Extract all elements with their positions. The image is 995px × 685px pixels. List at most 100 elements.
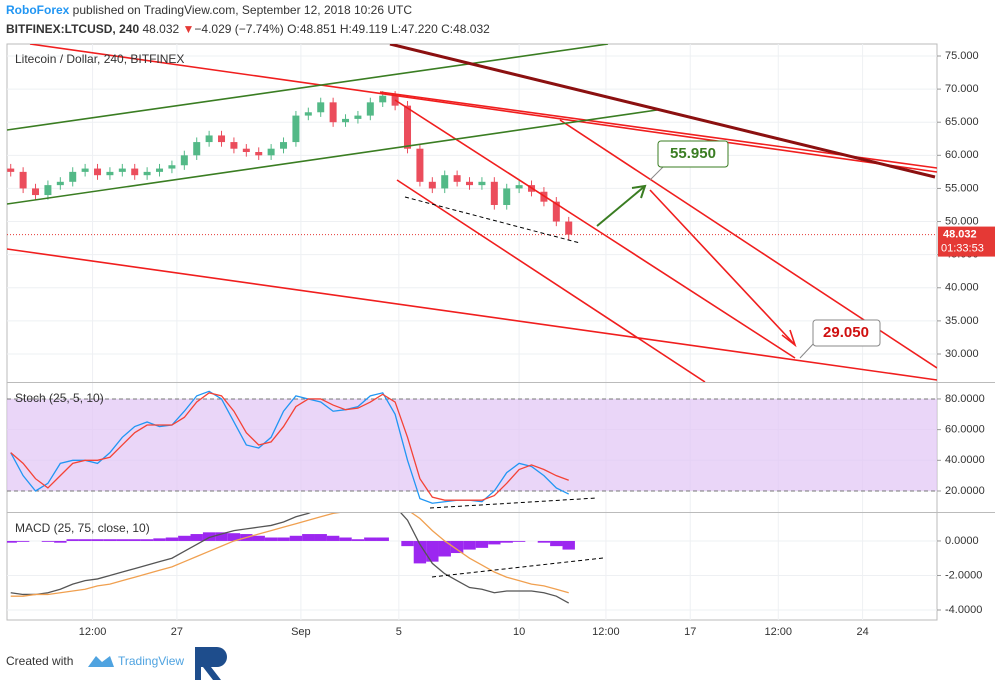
candle-body [565,221,573,235]
histogram-bar [264,537,278,541]
candle-body [193,142,201,156]
histogram-bar [91,539,104,541]
open: O:48.851 [287,22,337,36]
close: C:48.032 [441,22,490,36]
candle-body [466,181,474,186]
y-tick-label: 35.000 [945,315,979,327]
high: H:49.119 [340,22,388,36]
candle-body [7,168,15,172]
y-tick-label: 80.0000 [945,393,985,405]
x-tick-label: 12:00 [592,626,620,638]
histogram-bar [215,532,228,541]
published: published on TradingView.com, September … [69,3,412,17]
series-line [10,513,570,604]
x-tick-label: 12:00 [765,626,793,638]
histogram-bar [339,537,352,541]
candle-body [106,171,114,176]
macd-trend [431,557,604,578]
candle-body [218,135,226,143]
footer-brand: TradingView [118,654,184,668]
y-tick-label: 65.000 [945,116,979,128]
candle-body [230,142,238,149]
candle-body [32,188,40,196]
candle-body [342,118,350,123]
x-tick-label: 10 [513,626,525,638]
histogram-bar [376,537,389,541]
series-line [10,513,569,597]
histogram-bar [178,535,191,541]
histogram-bar [103,539,117,541]
histogram-bar [500,540,513,543]
countdown: 01:33:53 [941,242,984,254]
series-line [10,392,569,501]
candle-body [366,102,374,116]
candle-body [131,168,139,176]
annotation-box [812,319,881,347]
tv-logo [88,656,114,667]
y-tick-label: 60.0000 [945,424,985,436]
symbol-line: BITFINEX:LTCUSD, 240 48.032 ▼−4.029 (−7.… [6,22,490,36]
y-tick-label: 75.000 [945,50,979,62]
candle-body [44,185,52,196]
candle-body [19,171,27,189]
candle-body [552,201,560,222]
price: 48.032 [142,22,179,36]
histogram-bar [314,534,327,541]
candle-body [255,152,263,156]
candle-body [205,135,213,143]
low: L:47.220 [391,22,438,36]
x-tick-label: 17 [684,626,696,638]
histogram-bar [252,535,265,541]
candle-body [416,148,424,182]
x-tick-label: 27 [171,626,183,638]
x-tick-label: 12:00 [79,626,107,638]
x-tick-label: 24 [856,626,868,638]
candle-body [280,142,288,149]
histogram-bar [512,540,526,542]
candle-body [478,181,486,186]
y-tick-label: 40.0000 [945,454,985,466]
histogram-bar [364,537,377,541]
histogram-bar [54,540,67,543]
histogram-bar [450,540,464,554]
header-line: RoboForex published on TradingView.com, … [6,3,412,17]
histogram-bar [78,539,92,541]
band [7,398,937,491]
y-tick-label: 30.000 [945,348,979,360]
candle-body [329,102,337,123]
y-tick-label: 60.000 [945,149,979,161]
candle-body [242,148,250,153]
macd [7,513,575,604]
author: RoboForex [6,3,70,17]
series-line [10,390,570,504]
annotation: 55.950 [670,145,716,162]
histogram-bar [550,540,563,547]
histogram-bar [277,537,290,541]
histogram-bar [7,540,17,543]
candle-body [267,148,275,156]
histogram-bar [302,534,315,541]
histogram-bar [16,540,30,542]
histogram-bar [413,540,427,564]
x-tick-label: Sep [291,626,311,638]
y-tick-label: -2.0000 [945,569,982,581]
candle-body [503,188,511,205]
candle-body [94,168,102,176]
histogram-bar [190,534,203,541]
candle-body [81,168,89,172]
histogram-bar [66,539,79,541]
candle-body [69,171,77,182]
last-price-label: 48.032 [943,228,977,240]
candle-body [168,165,176,169]
histogram-bar [202,532,216,541]
stoch-trend [429,497,598,509]
histogram-bar [488,540,501,545]
y-tick-label: 50.000 [945,215,979,227]
legend: Litecoin / Dollar, 240, BITFINEX [15,52,184,66]
candle-body [118,168,126,172]
histogram-bar [140,539,154,541]
histogram-bar [351,539,365,541]
symbol: BITFINEX:LTCUSD, 240 [6,22,139,36]
histogram-bar [128,539,141,541]
